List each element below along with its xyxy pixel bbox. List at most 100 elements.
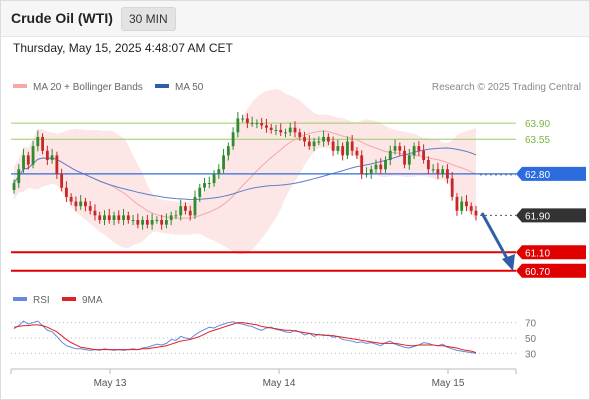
candle-body <box>36 136 40 147</box>
candle-body <box>255 123 259 125</box>
moving-averages <box>13 130 477 219</box>
candle-body <box>298 132 302 137</box>
level-label-pivot: 62.80 <box>525 170 550 181</box>
candle-body <box>12 183 16 190</box>
candle-body <box>288 127 292 133</box>
candle-body <box>193 196 197 216</box>
rsi-legend-label: RSI <box>33 295 50 306</box>
candle-body <box>241 118 245 120</box>
candle-body <box>231 132 235 147</box>
candle-body <box>450 178 454 197</box>
candle-body <box>126 215 130 220</box>
candle-body <box>93 210 97 216</box>
candle-body <box>412 146 416 156</box>
candle-body <box>345 141 349 156</box>
candle-body <box>169 215 173 220</box>
candle-body <box>274 130 278 131</box>
level-badge-last <box>516 208 586 223</box>
candle-body <box>79 201 83 207</box>
candle-body <box>365 173 368 175</box>
rsi-tick-label: 30 <box>525 349 537 360</box>
rsi-tick-label: 70 <box>525 319 537 330</box>
candle-body <box>360 155 364 174</box>
candle-body <box>179 206 183 216</box>
candle-body <box>441 169 445 174</box>
ma50-legend-swatch <box>155 84 169 88</box>
x-tick-label: May 14 <box>263 378 296 389</box>
candle-body <box>41 136 44 151</box>
candle-body <box>474 210 478 216</box>
price-levels <box>11 122 516 272</box>
candle-body <box>393 146 397 151</box>
bollinger-bands <box>14 89 476 255</box>
candle-body <box>188 210 192 216</box>
candle-body <box>69 196 73 202</box>
candle-body <box>112 215 116 220</box>
candle-body <box>174 215 178 217</box>
candle-body <box>317 141 321 143</box>
candle-body <box>60 173 64 188</box>
candle-body <box>160 220 164 225</box>
candle-body <box>426 160 430 170</box>
level-labels: 63.90 63.55 62.80 61.90 61.10 60.70 <box>516 119 586 278</box>
rsi-ma-legend-label: 9MA <box>82 295 103 306</box>
candle-body <box>31 146 35 165</box>
chart-header: Crude Oil (WTI) 30 MIN <box>0 0 590 37</box>
candle-body <box>326 136 330 142</box>
timeframe-button[interactable]: 30 MIN <box>121 7 176 31</box>
candle-body <box>322 136 326 142</box>
level-label-support: 61.10 <box>525 248 550 259</box>
candle-body <box>141 220 145 225</box>
credit-text: Research © 2025 Trading Central <box>432 82 581 93</box>
candle-body <box>341 146 345 156</box>
level-label-support: 60.70 <box>525 267 550 278</box>
candle-body <box>84 201 87 207</box>
level-badge-support <box>516 245 586 260</box>
rsi-ma-legend-swatch <box>62 297 76 301</box>
candle-body <box>455 196 459 211</box>
candle-body <box>422 150 426 160</box>
candle-body <box>88 206 92 211</box>
candle-body <box>150 220 154 225</box>
candle-body <box>336 146 340 151</box>
candle-body <box>155 220 159 221</box>
candle-body <box>74 201 78 207</box>
candle-body <box>307 141 311 147</box>
candle-body <box>164 220 168 225</box>
bollinger-band-area <box>14 89 476 255</box>
candle-body <box>184 206 187 211</box>
candle-body <box>303 136 306 142</box>
rsi-tick-label: 50 <box>525 334 537 345</box>
candle-body <box>469 206 473 211</box>
rsi-line <box>13 320 477 354</box>
level-label-resistance: 63.55 <box>525 135 550 146</box>
candle-body <box>331 141 335 151</box>
rsi-legend-swatch <box>13 297 27 301</box>
candle-body <box>212 173 216 184</box>
candle-body <box>50 155 54 160</box>
candle-body <box>122 215 125 220</box>
candle-body <box>279 130 283 133</box>
candle-body <box>265 125 268 128</box>
candle-body <box>465 201 468 207</box>
candle-body <box>374 164 378 170</box>
candle-body <box>55 155 59 174</box>
candle-body <box>207 183 211 185</box>
timestamp: Thursday, May 15, 2025 4:48:07 AM CET <box>13 41 233 55</box>
candle-body <box>284 132 287 134</box>
candle-body <box>269 127 273 130</box>
candle-body <box>388 150 392 160</box>
candle-body <box>407 155 411 165</box>
candle-body <box>226 146 230 156</box>
candle-body <box>350 141 354 151</box>
candles <box>12 112 478 230</box>
bb-legend-label: MA 20 + Bollinger Bands <box>33 82 143 93</box>
rsi-panel: 70 50 30 <box>11 319 537 360</box>
candle-body <box>17 169 21 184</box>
candle-body <box>436 169 440 174</box>
candle-body <box>236 118 240 133</box>
candle-body <box>293 127 297 133</box>
candle-body <box>369 169 373 174</box>
candle-body <box>403 150 406 165</box>
forecast-arrow <box>480 212 515 271</box>
